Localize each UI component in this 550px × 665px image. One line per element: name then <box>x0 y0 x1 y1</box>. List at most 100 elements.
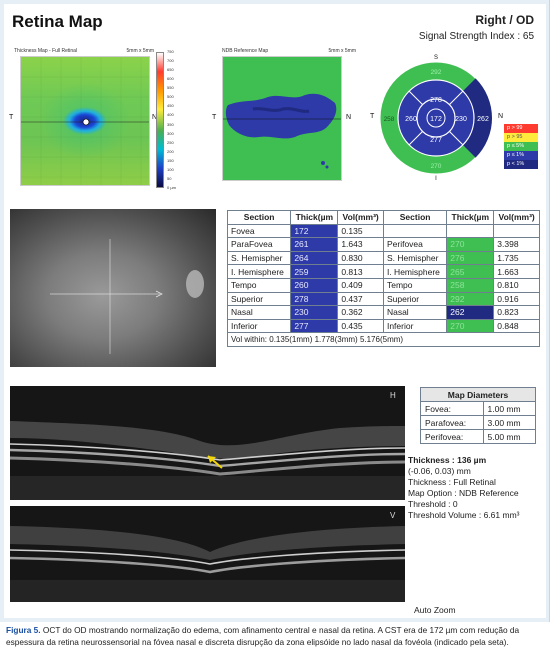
volume-value <box>493 223 540 239</box>
info-threshold: Threshold : 0 <box>408 499 458 509</box>
section-row: Inferior 277 0.435 Inferior 270 0.848 <box>226 318 540 334</box>
thickness-map-overlay <box>21 57 149 185</box>
map-diameter-row: Perifovea: 5.00 mm <box>420 429 537 444</box>
thickness-value: 261 <box>290 237 339 252</box>
etdrs-center-value: 172 <box>430 116 442 123</box>
fundus-overlay <box>50 239 204 354</box>
oct-h-marker: H <box>390 391 396 400</box>
header-section-2: Section <box>382 210 448 225</box>
colorbar-tick-label: 300 <box>167 130 174 136</box>
volume-value: 3.398 <box>493 237 540 252</box>
ndb-map-overlay <box>223 93 341 169</box>
figure-caption-text: OCT do OD mostrando normalização do edem… <box>6 625 520 647</box>
header-thick-2: Thick(µm <box>446 210 495 225</box>
diameter-value: 1.00 mm <box>482 401 537 416</box>
etdrs-s-letter: S <box>434 55 438 61</box>
section-name: ParaFovea <box>226 237 292 252</box>
volume-value: 0.362 <box>337 305 384 320</box>
etdrs-outer-superior: 292 <box>431 69 442 76</box>
etdrs-inner-superior: 278 <box>430 97 442 104</box>
colorbar-tick-label: 0 µm <box>167 185 176 190</box>
thickness-value: 270 <box>446 237 495 252</box>
section-name: Nasal <box>382 305 448 320</box>
thickness-colorbar <box>156 52 164 188</box>
etdrs-inner-temporal: 260 <box>405 116 417 123</box>
legend-chip: p ≤ 1% <box>504 151 538 160</box>
oct-horizontal-svg: H <box>9 386 406 500</box>
figure-number: Figura 5. <box>6 625 41 635</box>
section-row: Fovea 172 0.135 <box>226 223 540 239</box>
ndb-map-scale: 5mm x 5mm <box>328 48 357 54</box>
section-name: Superior <box>226 291 292 307</box>
info-map-option: Map Option : NDB Reference <box>408 488 519 498</box>
thickness-value: 278 <box>290 291 339 307</box>
colorbar-tick-label: 250 <box>167 139 174 145</box>
section-row: I. Hemisphere 259 0.813 I. Hemisphere 265 1.6… <box>226 264 540 279</box>
legend-chip: p ≤ 5% <box>504 142 538 151</box>
colorbar-tick-label: 50 <box>167 175 172 181</box>
thickness-value: 258 <box>446 277 495 293</box>
volume-value: 0.916 <box>493 291 540 307</box>
thickness-value: 264 <box>290 250 339 266</box>
ndb-map-t-letter: T <box>212 114 217 121</box>
colorbar-ticks: 750 700 650 600 550 500 450 400 350 300 250 200 150 1… <box>167 49 187 191</box>
section-name: Tempo <box>382 277 448 293</box>
section-row: Nasal 230 0.362 Nasal 262 0.823 <box>226 305 540 320</box>
map-diameters-title: Map Diameters <box>420 387 536 402</box>
colorbar-tick-label: 200 <box>167 148 174 154</box>
etdrs-outer-temporal: 258 <box>384 116 395 123</box>
diameter-value: 5.00 mm <box>482 429 537 444</box>
volume-value: 0.135 <box>337 223 384 239</box>
colorbar-tick-label: 650 <box>167 67 174 73</box>
thickness-value: 270 <box>446 318 495 334</box>
section-name: Inferior <box>226 318 292 334</box>
signal-strength: Signal Strength Index : 65 <box>418 31 534 42</box>
map-diameter-row: Fovea: 1.00 mm <box>420 401 537 416</box>
eye-label: Right / OD <box>475 13 534 27</box>
thickness-value: 260 <box>290 277 339 293</box>
thickness-value: 277 <box>290 318 339 334</box>
thickness-value <box>446 223 495 239</box>
section-name: Superior <box>382 291 448 307</box>
volume-value: 1.643 <box>337 237 384 252</box>
colorbar-tick-label: 700 <box>167 58 174 64</box>
section-name: S. Hemispher <box>382 250 448 266</box>
section-name <box>382 223 448 239</box>
section-name: S. Hemispher <box>226 250 292 266</box>
significance-legend: p > 99 p > 95 p ≤ 5% p ≤ 1% p < 1% <box>504 124 540 169</box>
thickness-value: 172 <box>290 223 339 239</box>
oct-scan-vertical: V <box>9 506 406 602</box>
diameter-label: Parafovea: <box>420 415 484 430</box>
volume-within: Vol within: 0.135(1mm) 1.778(3mm) 5.176(… <box>227 332 540 347</box>
section-name: Nasal <box>226 305 292 320</box>
thickness-map <box>20 56 150 186</box>
header-thick-1: Thick(µm <box>290 210 339 225</box>
report-panel: Retina Map Right / OD Signal Strength In… <box>4 4 546 618</box>
colorbar-tick-label: 550 <box>167 85 174 91</box>
volume-value: 0.810 <box>493 277 540 293</box>
thickness-value: 262 <box>446 305 495 320</box>
section-row: S. Hemispher 264 0.830 S. Hemispher 276 1.735 <box>226 250 540 266</box>
colorbar-tick-label: 450 <box>167 103 174 109</box>
volume-value: 0.830 <box>337 250 384 266</box>
volume-value: 0.813 <box>337 264 384 279</box>
volume-value: 0.435 <box>337 318 384 334</box>
map-diameters-body: Fovea: 1.00 mm Parafovea: 3.00 mm Perifovea:… <box>420 401 537 444</box>
colorbar-tick-label: 600 <box>167 76 174 82</box>
ndb-map-title: NDB Reference Map <box>222 48 269 54</box>
colorbar-tick-label: 100 <box>167 166 174 172</box>
thickness-value: 292 <box>446 291 495 307</box>
section-row: Superior 278 0.437 Superior 292 0.916 <box>226 291 540 307</box>
colorbar-tick-label: 500 <box>167 94 174 100</box>
header-vol-2: Vol(mm³) <box>493 210 540 225</box>
section-thickness-table: Section Thick(µm Vol(mm³) Section Thick(… <box>226 210 540 347</box>
etdrs-inner-nasal: 230 <box>455 116 467 123</box>
figure-caption: Figura 5. OCT do OD mostrando normalizaç… <box>6 624 546 648</box>
etdrs-grid: 172 278 260 230 277 292 258 262 270 S I <box>379 55 493 180</box>
volume-value: 0.823 <box>493 305 540 320</box>
section-name: I. Hemisphere <box>226 264 292 279</box>
header-section-1: Section <box>226 210 292 225</box>
map-diameters-table: Map Diameters Fovea: 1.00 mm Parafovea: 3.0… <box>420 387 537 444</box>
thickness-value: 230 <box>290 305 339 320</box>
section-name: I. Hemisphere <box>382 264 448 279</box>
